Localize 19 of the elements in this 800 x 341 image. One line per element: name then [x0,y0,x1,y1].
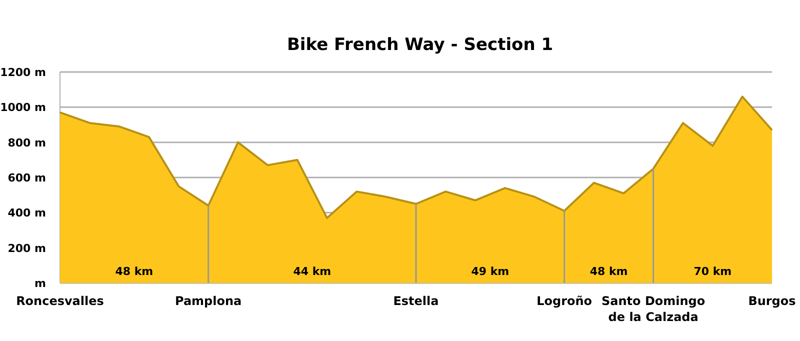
x-tick-label: Burgos [748,294,796,308]
x-tick-label: Logroño [536,294,592,308]
y-tick-label: 600 m [8,172,46,184]
y-tick-label: 800 m [8,136,46,150]
y-tick-label: 200 m [8,242,46,255]
x-tick-label: Roncesvalles [16,294,104,308]
y-tick-label: 1000 m [0,101,46,114]
chart-title: Bike French Way - Section 1 [286,35,554,55]
x-tick-label: Santo Domingo de la Calzada [602,294,706,324]
x-tick-label: Pamplona [174,294,242,308]
annotation: 48 km [115,265,154,278]
annotation: 44 km [293,265,332,278]
annotation: 70 km [694,265,732,278]
y-tick-label: m [34,277,46,290]
annotation: 49 km [471,265,510,278]
y-tick-label: 400 m [8,206,46,220]
x-tick-label: Estella [393,294,439,308]
y-tick-label: 1200 m [0,66,46,79]
annotation: 48 km [590,265,628,278]
